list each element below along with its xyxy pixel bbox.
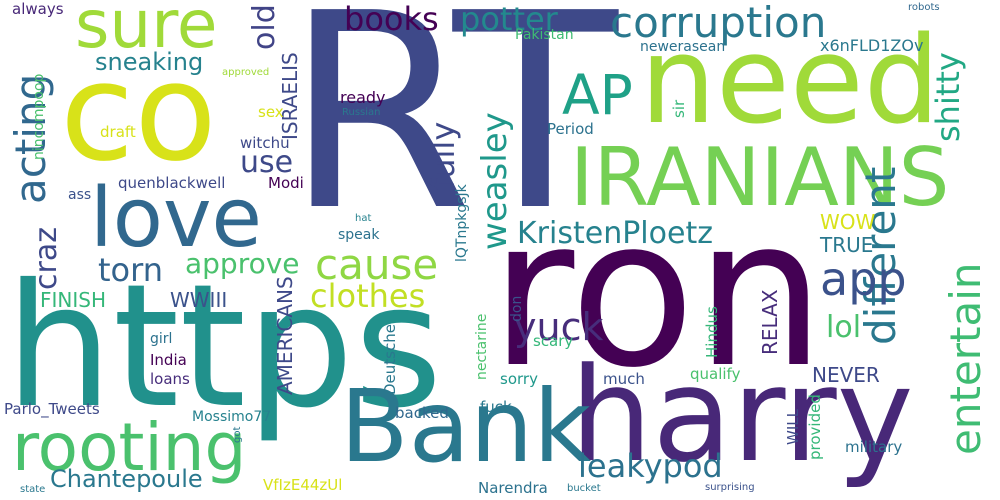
word-bank: Bank: [340, 368, 592, 485]
word-pakistan: Pakistan: [515, 27, 574, 43]
word-lqtnpkgsjk: lQTnpkgsJk: [454, 184, 470, 262]
word-craz: craz: [29, 227, 64, 290]
word-harry: harry: [570, 339, 914, 491]
word-use: use: [240, 145, 294, 180]
word-x6nfld1zov: x6nFLD1ZOv: [820, 36, 924, 55]
word-india: India: [150, 351, 187, 369]
word-old: old: [247, 4, 282, 50]
word-modi: Modi: [268, 174, 304, 192]
word-ap: AP: [562, 63, 633, 127]
word-yuck: yuck: [514, 305, 604, 349]
word-clothes: clothes: [310, 277, 426, 315]
word-corruption: corruption: [610, 0, 827, 47]
word-period: Period: [547, 120, 594, 138]
word-ass: ass: [68, 187, 92, 203]
word-sure: sure: [75, 0, 218, 63]
word-app: app: [820, 252, 907, 306]
word-americans: AMERICANS: [273, 276, 297, 395]
word-israelis: ISRAELIS: [278, 52, 302, 140]
word-torn: torn: [98, 251, 163, 289]
word-ron: ron: [490, 175, 826, 413]
word-lol: lol: [826, 310, 862, 345]
word-deutsche: Deutsche: [381, 324, 399, 395]
word-wow: WOW: [820, 210, 876, 234]
word-robots: robots: [908, 2, 940, 13]
word-entertain: entertain: [941, 262, 990, 455]
word-hindus: Hindus: [703, 306, 721, 358]
word-https: https: [5, 248, 443, 446]
word-love: love: [90, 171, 262, 266]
word-relax: RELAX: [758, 289, 782, 355]
word-speak: speak: [338, 227, 380, 243]
word-surprising: surprising: [705, 482, 755, 493]
word-ready: ready: [340, 88, 386, 107]
word-bucket: bucket: [567, 483, 601, 494]
word-witchu: witchu: [240, 134, 290, 152]
word-kristenploetz: KristenPloetz: [517, 216, 713, 251]
word-will: WILL: [784, 409, 802, 445]
word-mossimo77: Mossimo77: [192, 409, 272, 425]
word-loans: loans: [150, 370, 190, 388]
word-never: NEVER: [812, 363, 880, 387]
word-military: military: [845, 438, 903, 456]
word-quenblackwell: quenblackwell: [118, 174, 226, 192]
word-backed: backed: [395, 404, 449, 422]
word-shitty: shitty: [929, 52, 967, 142]
word-parlo-tweets: Parlo_Tweets: [4, 400, 100, 418]
word-sir: sir: [670, 99, 688, 118]
word-leakypod: leakypod: [578, 447, 723, 485]
word-nincompoop: nincompoop: [31, 73, 47, 160]
word-russian: Russian: [342, 107, 381, 118]
word-approved: approved: [222, 67, 270, 78]
word-much: much: [603, 370, 645, 388]
word-sorry: sorry: [500, 370, 538, 388]
word-sneaking: sneaking: [95, 48, 204, 76]
word-weasley: weasley: [475, 112, 515, 250]
word-cause: cause: [315, 240, 439, 289]
word-provided: provided: [806, 394, 824, 460]
word-narendra: Narendra: [478, 479, 548, 497]
word-girl: girl: [150, 331, 173, 347]
word-don: don: [509, 295, 525, 322]
word-scary: scary: [533, 332, 574, 350]
word-rt: RT: [285, 0, 618, 270]
word-qualify: qualify: [690, 365, 741, 383]
word-rooting: rooting: [12, 409, 247, 486]
word-co: co: [60, 34, 217, 191]
word-potter: potter: [460, 0, 558, 38]
word-chantepoule: Chantepoule: [50, 465, 203, 493]
word-fuck: fuck: [480, 398, 512, 416]
word-hat: hat: [355, 213, 372, 224]
word-iranians: IRANIANS: [570, 131, 950, 224]
word-newerasean: newerasean: [640, 39, 726, 55]
word-books: books: [344, 0, 439, 38]
word-sex: sex: [258, 103, 284, 121]
word-wwiii: WWIII: [170, 288, 228, 312]
word-got: got: [232, 426, 243, 443]
word-finish: FINISH: [40, 288, 106, 312]
word-approve: approve: [185, 247, 300, 280]
word-vfize44zul: VfIzE44zUl: [263, 476, 343, 494]
word-true: TRUE: [820, 233, 874, 257]
word-fully: fully: [424, 121, 462, 190]
word-nectarine: nectarine: [474, 313, 490, 380]
word-draft: draft: [100, 123, 136, 141]
word-need: need: [640, 12, 940, 151]
word-always: always: [12, 0, 64, 18]
word-state: state: [20, 484, 46, 495]
